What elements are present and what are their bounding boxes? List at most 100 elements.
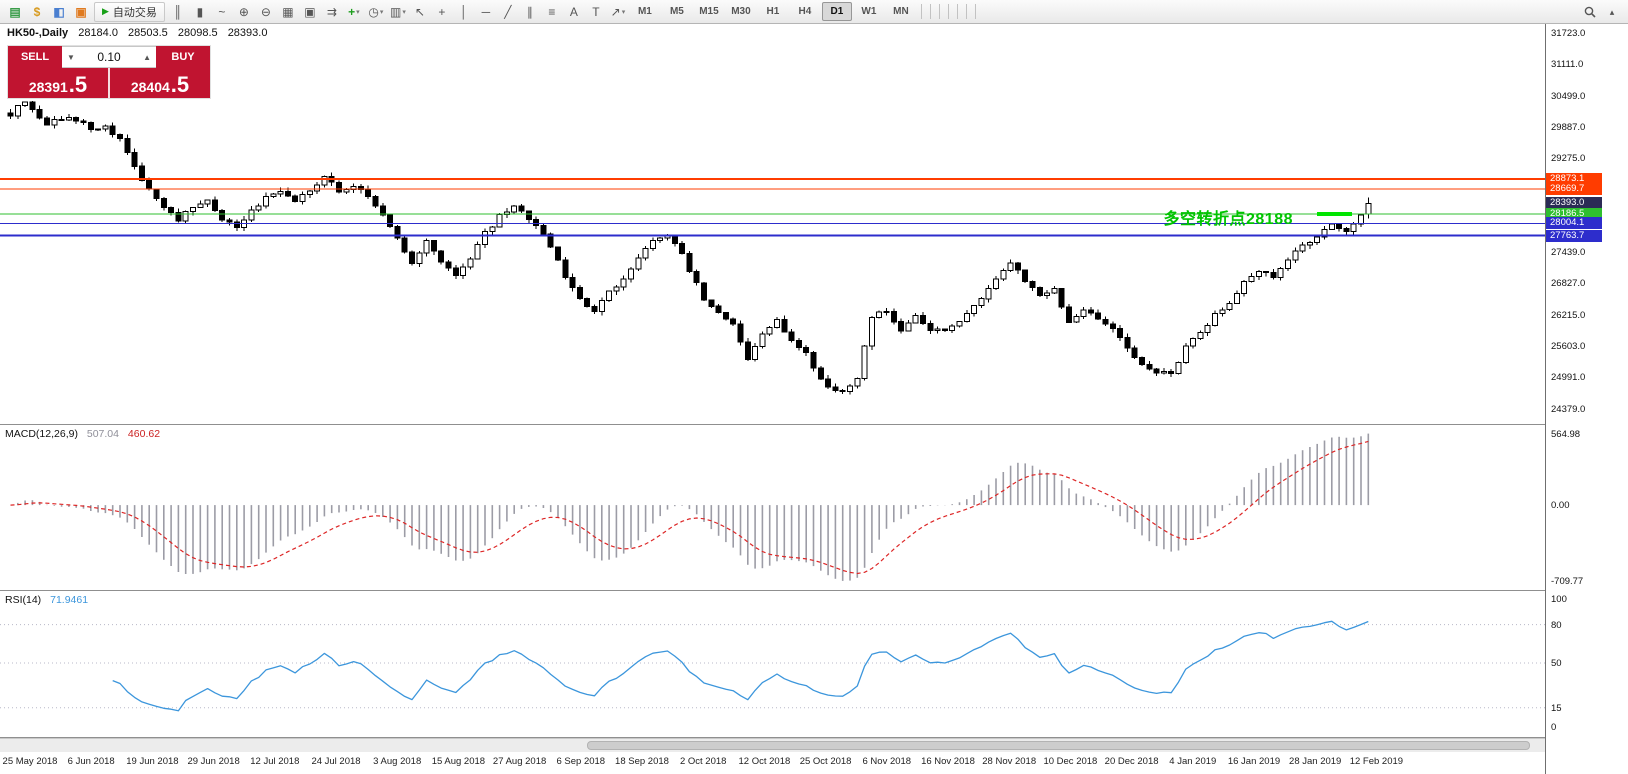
candle-body [693,271,700,284]
pivot-annotation[interactable]: 多空转折点28188 [1163,211,1293,228]
chart-symbol-period: HK50-,Daily [7,27,69,39]
macd-chart[interactable] [0,425,1545,590]
candle-body [722,312,729,320]
scrollbar-thumb[interactable] [587,741,1530,750]
price-axis-label: 30499.0 [1551,90,1586,102]
trendline-icon[interactable]: ╱ [504,4,512,19]
candlestick-chart[interactable] [0,24,1545,424]
candle-body [1168,371,1175,374]
candle-body [518,205,525,212]
date-label: 20 Dec 2018 [1104,756,1159,767]
candle-body [284,190,291,197]
timeframe-h1[interactable]: H1 [766,6,780,17]
price-axis[interactable]: 31723.031111.030499.029887.029275.028663… [1545,24,1628,774]
sell-price[interactable]: 28391 .5 [8,68,108,98]
price-marker-label: 28004.1 [1546,217,1602,230]
rsi-chart[interactable] [0,591,1545,737]
add-indicator-icon[interactable]: + ▾ [348,4,360,19]
candle-body [620,278,627,288]
channel-icon[interactable]: ∥ [526,4,533,19]
candle-body [401,237,408,253]
timeframe-h4[interactable]: H4 [798,6,812,17]
volume-down-button[interactable]: ▼ [67,52,75,62]
rsi-axis-label: 100 [1551,594,1567,605]
text-icon[interactable]: A [569,4,578,19]
line-chart-icon[interactable]: ~ [218,4,226,19]
fibonacci-icon[interactable]: ≡ [548,4,556,19]
timeframe-m1[interactable]: M1 [637,6,652,17]
label-icon[interactable]: T [592,4,600,19]
period-selector-icon-dropdown[interactable]: ▾ [379,8,384,16]
candle-body [1175,362,1182,374]
timeframe-m15[interactable]: M15 [699,6,719,17]
volume-input[interactable]: ▼ 0.10 ▲ [62,46,156,68]
candle-body [255,205,262,211]
candle-body [730,318,737,325]
macd-pane[interactable]: MACD(12,26,9) 507.04 460.62 [0,425,1545,590]
timeframe-m5[interactable]: M5 [669,6,684,17]
sell-button[interactable]: SELL [8,46,62,68]
candle-body [883,311,890,313]
buy-button[interactable]: BUY [156,46,210,68]
bar-chart-icon[interactable]: ║ [173,4,183,19]
candle-body [160,197,167,209]
timeframe-d1[interactable]: D1 [821,2,852,21]
timeframe-m30[interactable]: M30 [731,6,751,17]
macd-axis-label: 564.98 [1551,429,1581,440]
macd-signal-value: 460.62 [127,428,161,440]
new-order-icon[interactable]: $ [33,4,41,19]
date-label: 6 Sep 2018 [556,756,606,767]
volume-up-button[interactable]: ▲ [143,52,151,62]
zoom-out-icon[interactable]: ⊖ [260,4,271,19]
template-icon-dropdown[interactable]: ▾ [402,8,406,16]
market-watch-icon[interactable]: ◧ [53,4,65,19]
candle-body [1255,271,1262,277]
vertical-line-icon[interactable]: │ [460,4,468,19]
buy-price[interactable]: 28404 .5 [110,68,210,98]
candle-body [1263,271,1270,273]
crosshair-icon[interactable]: + [438,4,446,19]
horizontal-scrollbar[interactable] [0,738,1545,753]
horizontal-line-icon[interactable]: ─ [481,4,491,19]
pane-divider[interactable] [0,590,1628,591]
candle-body [204,199,211,205]
pane-divider[interactable] [0,424,1628,425]
add-indicator-icon-dropdown[interactable]: ▾ [356,8,360,16]
toolbar-separator [965,4,967,19]
tile-windows-icon[interactable]: ▦ [282,4,294,19]
price-chart-pane[interactable]: HK50-,Daily 28184.0 28503.5 28098.5 2839… [0,24,1545,424]
candle-body [416,252,423,265]
period-selector-icon[interactable]: ◷ ▾ [368,4,384,19]
arrow-objects-icon-dropdown[interactable]: ▾ [621,8,626,16]
candle-body [387,214,394,227]
charts-icon[interactable]: ▤ [9,4,21,19]
candlestick-chart-icon[interactable]: ▮ [196,4,204,19]
date-label: 6 Nov 2018 [862,756,912,767]
strategy-tester-icon[interactable]: ▣ [75,4,87,19]
arrow-objects-icon[interactable]: ↗ ▾ [610,4,626,19]
auto-arrange-icon[interactable]: ▣ [304,4,316,19]
toolbar-right: ▴ [1579,3,1623,21]
timeframe-mn[interactable]: MN [893,6,909,17]
candle-body [898,321,905,332]
price-axis-label: 29275.0 [1551,153,1586,165]
template-icon[interactable]: ▥ ▾ [389,4,406,19]
autotrade-button[interactable]: ▶ 自动交易 [94,1,165,22]
date-label: 28 Jan 2019 [1289,756,1342,767]
collapse-toolbar-icon[interactable]: ▴ [1609,6,1615,17]
candle-body [321,176,328,186]
candle-body [95,128,102,131]
timeframe-w1[interactable]: W1 [861,6,877,17]
date-label: 2 Oct 2018 [679,756,727,767]
candle-body [1139,356,1145,365]
zoom-in-icon[interactable]: ⊕ [238,4,249,19]
candle-body [496,213,503,228]
candle-body [927,322,934,331]
search-icon[interactable] [1580,3,1600,21]
cursor-icon[interactable]: ↖ [414,4,425,19]
macd-axis-label: -709.77 [1551,576,1584,587]
candle-body [1058,288,1065,308]
chart-shift-icon[interactable]: ⇉ [326,4,337,19]
rsi-pane[interactable]: RSI(14) 71.9461 [0,591,1545,737]
time-axis[interactable]: 25 May 2018 6 Jun 2018 19 Jun 2018 29 Jun 2… [0,752,1545,774]
